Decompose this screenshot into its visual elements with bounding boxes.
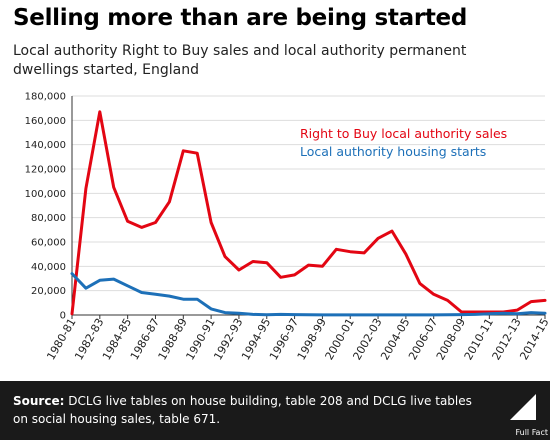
y-tick-label: 80,000: [31, 213, 66, 224]
y-tick-label: 40,000: [31, 262, 66, 273]
full-fact-logo-icon: [510, 394, 536, 420]
y-tick-label: 20,000: [31, 286, 66, 297]
source-note: Source: DCLG live tables on house buildi…: [13, 392, 483, 428]
legend-entry-1: Right to Buy local authority sales: [300, 126, 507, 141]
logo-text: Full Fact: [515, 428, 548, 437]
series-layer: [70, 110, 547, 317]
grid-layer: [72, 95, 545, 316]
source-label: Source:: [13, 394, 65, 408]
y-tick-label: 120,000: [25, 165, 66, 176]
line-chart: 0 20,000 40,000 60,000 80,000 100,000 120,000 1…: [25, 92, 550, 363]
legend: Right to Buy local authority sales Local …: [300, 126, 507, 159]
series-line-2: [70, 272, 547, 317]
y-tick-label: 100,000: [25, 189, 66, 200]
legend-entry-2: Local authority housing starts: [300, 144, 486, 159]
chart-subtitle: Local authority Right to Buy sales and l…: [13, 43, 467, 78]
y-tick-label: 160,000: [25, 116, 66, 127]
series-line-1: [70, 110, 547, 316]
source-text: DCLG live tables on house building, tabl…: [13, 394, 472, 426]
y-tick-label: 0: [60, 311, 66, 322]
chart-title: Selling more than are being started: [13, 5, 468, 31]
y-tick-label: 140,000: [25, 140, 66, 151]
footer: Source: DCLG live tables on house buildi…: [0, 381, 550, 440]
y-tick-label: 180,000: [25, 92, 66, 103]
y-tick-label: 60,000: [31, 238, 66, 249]
